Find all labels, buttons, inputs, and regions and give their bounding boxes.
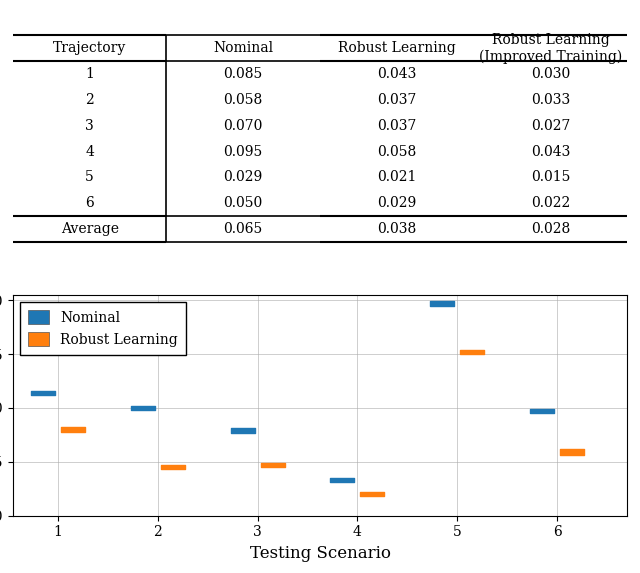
X-axis label: Testing Scenario: Testing Scenario xyxy=(250,545,390,562)
Legend: Nominal, Robust Learning: Nominal, Robust Learning xyxy=(20,302,186,355)
